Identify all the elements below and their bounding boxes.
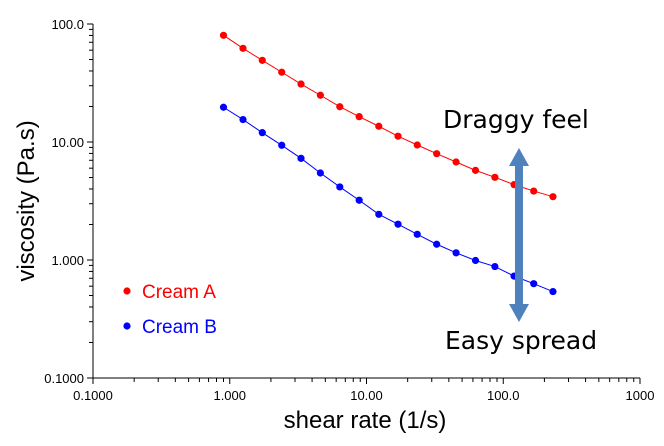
arrow-head-down (509, 304, 529, 322)
y-tick-label: 1.000 (51, 253, 84, 268)
data-point-cream-a (219, 31, 228, 39)
data-point-cream-a (258, 56, 266, 64)
annotation-draggy-feel: Draggy feel (443, 105, 589, 134)
data-point-cream-b (491, 262, 499, 271)
data-point-cream-b (433, 240, 441, 248)
data-point-cream-a (316, 91, 324, 99)
series-layer (219, 31, 557, 296)
data-point-cream-a (375, 122, 383, 130)
legend-marker-cream-a (123, 287, 131, 295)
data-point-cream-b (549, 287, 557, 296)
data-point-cream-b (530, 280, 538, 288)
annotation-easy-spread: Easy spread (445, 326, 597, 355)
x-tick-label: 1.000 (213, 388, 246, 403)
data-point-cream-a (549, 193, 557, 201)
data-point-cream-a (394, 132, 402, 140)
data-point-cream-a (413, 141, 421, 149)
data-point-cream-a (433, 150, 441, 158)
x-tick-label: 0.1000 (73, 388, 113, 403)
y-axis-title: viscosity (Pa.s) (13, 120, 40, 281)
y-tick-label: 100.0 (51, 17, 84, 32)
legend-label-cream-a: Cream A (142, 282, 216, 303)
x-axis-title: shear rate (1/s) (284, 407, 447, 434)
data-point-cream-b (297, 154, 305, 162)
data-point-cream-a (471, 166, 480, 174)
data-point-cream-a (336, 103, 344, 111)
series-line-cream-b (223, 106, 554, 293)
data-point-cream-a (452, 158, 460, 166)
arrow-shaft (515, 164, 523, 306)
data-point-cream-b (452, 249, 460, 257)
legend-marker-cream-b (123, 322, 131, 330)
data-point-cream-a (297, 80, 305, 88)
legend-label-cream-b: Cream B (142, 317, 217, 338)
x-tick-label: 100.0 (487, 388, 520, 403)
ticks: 0.1000 1.000 10.00 100.0 1000 0.1000 1.000 10.0… (44, 17, 654, 403)
data-point-cream-b (471, 256, 480, 265)
data-point-cream-b (336, 183, 344, 191)
y-tick-label: 0.1000 (44, 371, 84, 386)
data-point-cream-b (219, 103, 228, 111)
data-point-cream-b (413, 230, 421, 238)
double-arrow-icon (509, 148, 529, 322)
data-point-cream-a (491, 173, 499, 181)
data-point-cream-b (394, 220, 402, 228)
arrow-head-up (509, 148, 529, 166)
data-point-cream-b (355, 196, 363, 204)
x-tick-label: 1000 (626, 388, 655, 403)
legend: Cream A Cream B (123, 282, 217, 338)
annotation: Draggy feel Easy spread (443, 105, 597, 355)
data-point-cream-b (375, 210, 383, 218)
y-tick-label: 10.00 (51, 135, 84, 150)
x-tick-label: 10.00 (350, 388, 383, 403)
data-point-cream-a (355, 113, 363, 121)
data-point-cream-a (278, 68, 286, 76)
data-point-cream-b (316, 169, 324, 177)
data-point-cream-b (258, 129, 266, 137)
data-point-cream-a (530, 187, 538, 195)
data-point-cream-b (278, 141, 286, 149)
data-point-cream-b (239, 115, 247, 124)
data-point-cream-a (239, 44, 247, 52)
